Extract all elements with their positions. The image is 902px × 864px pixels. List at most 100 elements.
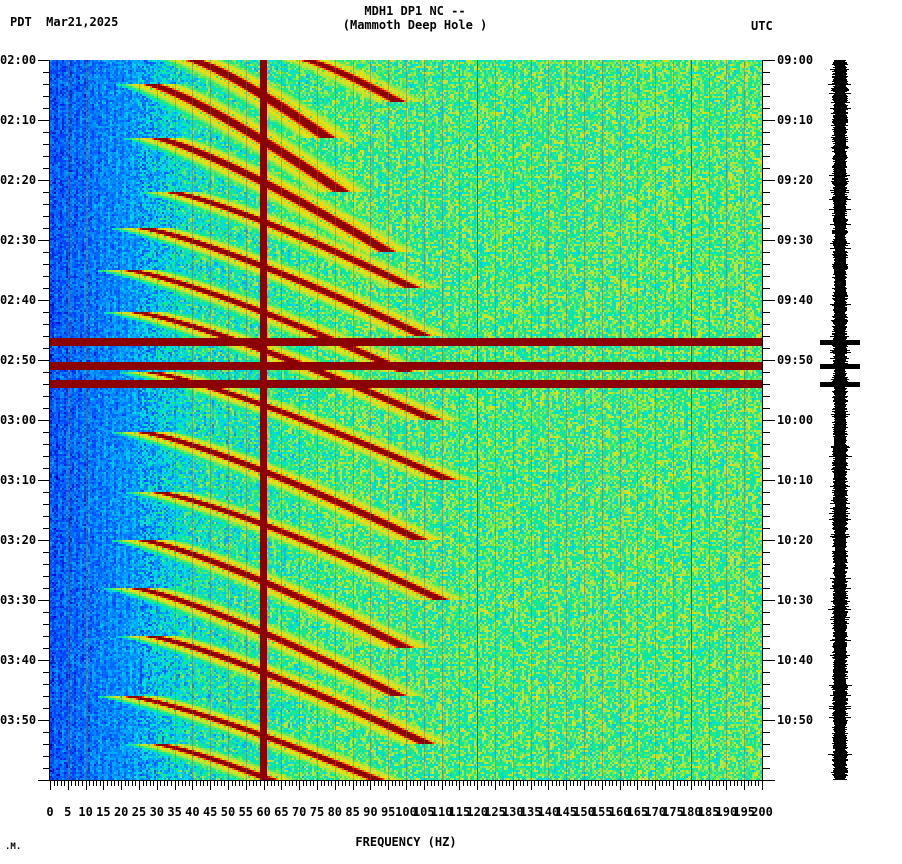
x-tick-minor [527,781,528,786]
time-label-pdt: 03:30 [0,593,37,607]
x-tick-minor [481,781,482,786]
x-tick-minor [502,781,503,786]
x-tick-minor [395,781,396,786]
y-tick-minor-right [763,216,770,217]
x-tick-major [406,781,407,790]
header-timezone-right: UTC [751,19,773,33]
frequency-label: 60 [256,805,271,819]
y-tick-major-left [38,420,50,421]
x-tick-minor [609,781,610,786]
time-label-utc: 10:10 [777,473,814,487]
frequency-label: 105 [412,805,435,819]
y-tick-minor-right [763,732,770,733]
y-axis-line-right [762,60,763,780]
x-tick-minor [758,781,759,786]
frequency-label: 15 [96,805,111,819]
y-tick-minor-right [763,708,770,709]
x-tick-major [175,781,176,790]
y-tick-minor-right [763,96,770,97]
y-tick-minor-left [43,384,50,385]
x-axis-line [49,780,763,781]
y-tick-major-left [38,600,50,601]
frequency-label: 5 [64,805,72,819]
y-tick-minor-right [763,648,770,649]
x-tick-minor [705,781,706,786]
x-tick-minor [634,781,635,786]
x-tick-minor [598,781,599,786]
frequency-label: 120 [466,805,489,819]
x-tick-major [744,781,745,790]
y-tick-minor-left [43,732,50,733]
x-tick-minor [652,781,653,786]
y-tick-minor-left [43,192,50,193]
x-tick-major [424,781,425,790]
y-tick-minor-left [43,324,50,325]
x-tick-minor [107,781,108,786]
x-tick-major [353,781,354,790]
x-tick-minor [146,781,147,786]
x-tick-minor [93,781,94,786]
frequency-label: 165 [626,805,649,819]
x-tick-minor [484,781,485,786]
x-tick-minor [630,781,631,786]
x-tick-minor [413,781,414,786]
frequency-label: 190 [715,805,738,819]
x-tick-major [121,781,122,790]
y-tick-minor-right [763,336,770,337]
x-tick-minor [313,781,314,786]
y-tick-minor-left [43,456,50,457]
x-tick-minor [285,781,286,786]
y-tick-minor-right [763,504,770,505]
x-tick-minor [449,781,450,786]
x-tick-minor [289,781,290,786]
x-tick-minor [467,781,468,786]
time-label-pdt: 03:40 [0,653,37,667]
y-tick-minor-left [43,264,50,265]
y-tick-minor-left [43,552,50,553]
x-tick-minor [677,781,678,786]
frequency-axis-title: FREQUENCY (HZ) [355,835,457,849]
y-tick-minor-right [763,468,770,469]
x-tick-minor [687,781,688,786]
x-tick-major [50,781,51,790]
y-tick-minor-right [763,252,770,253]
time-label-pdt: 02:30 [0,233,37,247]
x-tick-minor [427,781,428,786]
y-tick-major-left [38,180,50,181]
y-tick-minor-right [763,168,770,169]
x-tick-minor [712,781,713,786]
frequency-label: 175 [662,805,684,819]
y-tick-minor-left [43,252,50,253]
y-tick-minor-left [43,672,50,673]
y-tick-minor-right [763,696,770,697]
x-tick-major [673,781,674,790]
x-tick-minor [488,781,489,786]
x-tick-minor [360,781,361,786]
frequency-label: 170 [644,805,667,819]
x-tick-minor [463,781,464,786]
x-tick-minor [260,781,261,786]
y-tick-major-right [763,600,775,601]
x-tick-minor [420,781,421,786]
x-tick-major [281,781,282,790]
y-tick-minor-right [763,636,770,637]
x-tick-minor [438,781,439,786]
frequency-label: 85 [345,805,360,819]
y-tick-major-right [763,120,775,121]
x-tick-minor [751,781,752,786]
x-tick-minor [723,781,724,786]
y-tick-minor-left [43,756,50,757]
x-tick-minor [755,781,756,786]
x-tick-minor [577,781,578,786]
y-tick-minor-left [43,636,50,637]
x-tick-minor [203,781,204,786]
x-tick-minor [392,781,393,786]
y-tick-minor-right [763,576,770,577]
x-tick-major [495,781,496,790]
x-tick-minor [627,781,628,786]
y-tick-major-left [38,480,50,481]
y-tick-minor-right [763,492,770,493]
x-tick-minor [96,781,97,786]
x-tick-minor [349,781,350,786]
